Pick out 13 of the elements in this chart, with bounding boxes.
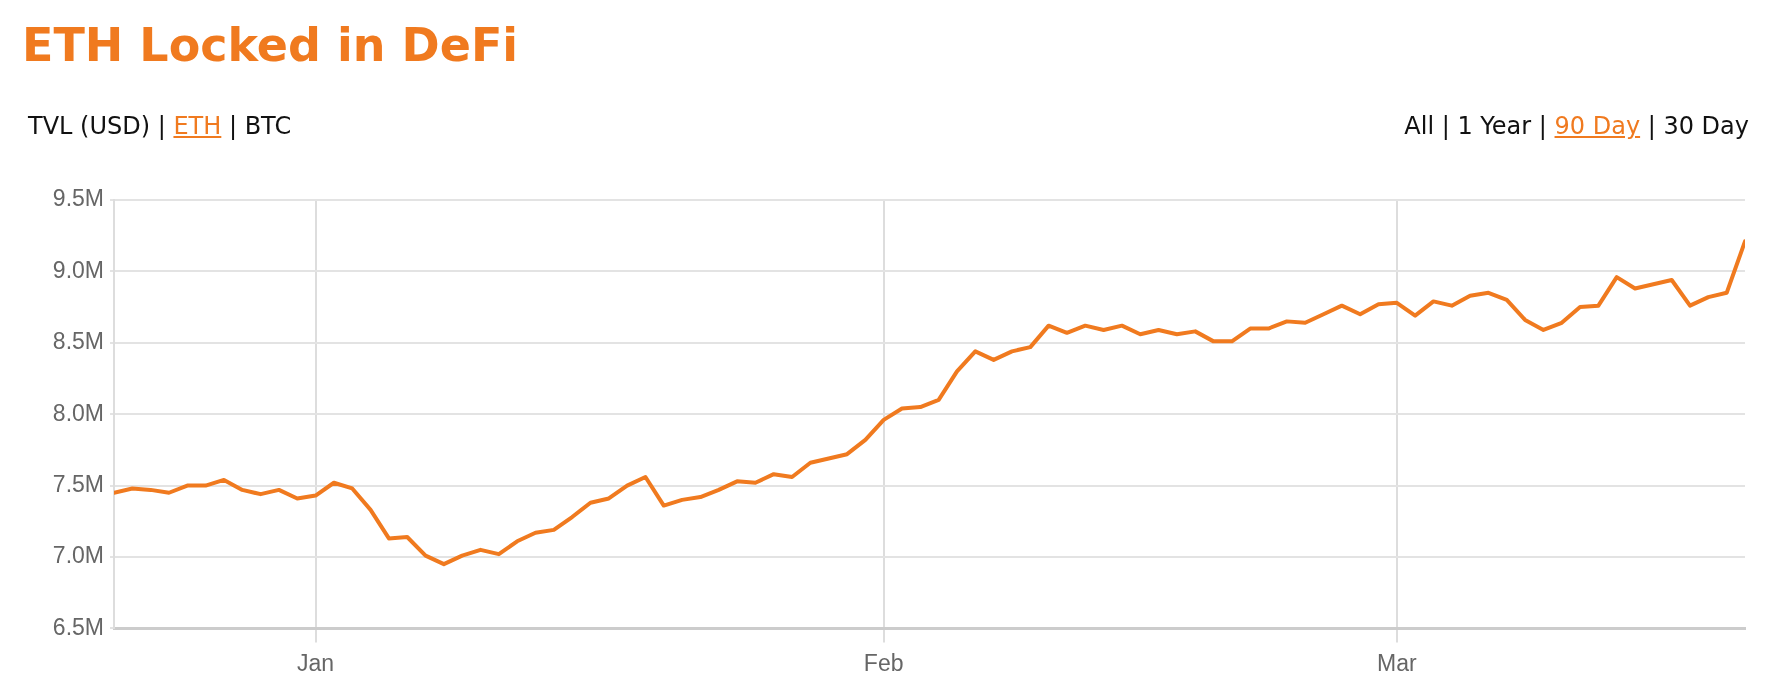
y-tick-label: 8.0M xyxy=(52,399,104,426)
y-tick-label: 8.5M xyxy=(52,328,104,355)
y-tick-label: 7.5M xyxy=(52,470,104,497)
y-tick-label: 9.5M xyxy=(52,185,104,212)
x-tick-label: Mar xyxy=(1377,649,1417,676)
x-tick-label: Jan xyxy=(297,649,335,676)
y-tick-label: 7.0M xyxy=(52,542,104,569)
y-tick-label: 9.0M xyxy=(52,256,104,283)
x-tick-label: Feb xyxy=(863,649,904,676)
text: TVL (USD) | ETH | BTC xyxy=(28,112,292,140)
text: All | 1 Year | 90 Day | 30 Day xyxy=(1404,112,1749,140)
chart-title: ETH Locked in DeFi xyxy=(22,18,519,72)
y-tick-label: 6.5M xyxy=(52,613,104,640)
